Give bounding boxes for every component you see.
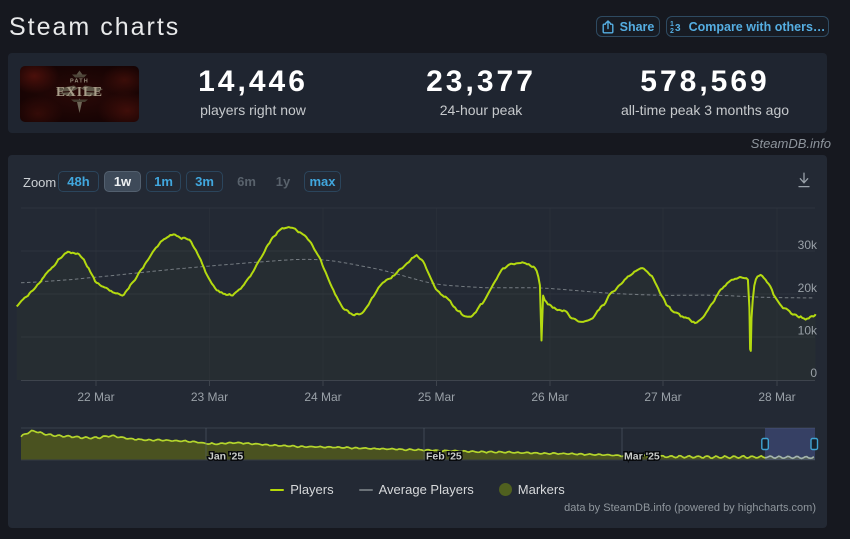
svg-text:30k: 30k xyxy=(798,238,818,252)
svg-text:23 Mar: 23 Mar xyxy=(191,390,228,404)
svg-text:27 Mar: 27 Mar xyxy=(644,390,681,404)
svg-text:PATH: PATH xyxy=(70,79,89,85)
svg-text:Feb '25: Feb '25 xyxy=(426,451,462,463)
svg-text:10k: 10k xyxy=(798,324,818,338)
svg-text:3: 3 xyxy=(675,23,681,33)
svg-text:EXILE: EXILE xyxy=(56,84,103,99)
svg-text:25 Mar: 25 Mar xyxy=(418,390,455,404)
svg-text:28 Mar: 28 Mar xyxy=(758,390,795,404)
svg-text:2: 2 xyxy=(670,28,674,33)
svg-text:20k: 20k xyxy=(798,281,818,295)
svg-text:22 Mar: 22 Mar xyxy=(77,390,114,404)
svg-text:Mar '25: Mar '25 xyxy=(624,451,660,463)
svg-text:1: 1 xyxy=(670,21,674,28)
svg-text:24 Mar: 24 Mar xyxy=(304,390,341,404)
svg-text:26 Mar: 26 Mar xyxy=(531,390,568,404)
svg-text:0: 0 xyxy=(810,366,817,380)
svg-text:Jan '25: Jan '25 xyxy=(208,451,243,463)
